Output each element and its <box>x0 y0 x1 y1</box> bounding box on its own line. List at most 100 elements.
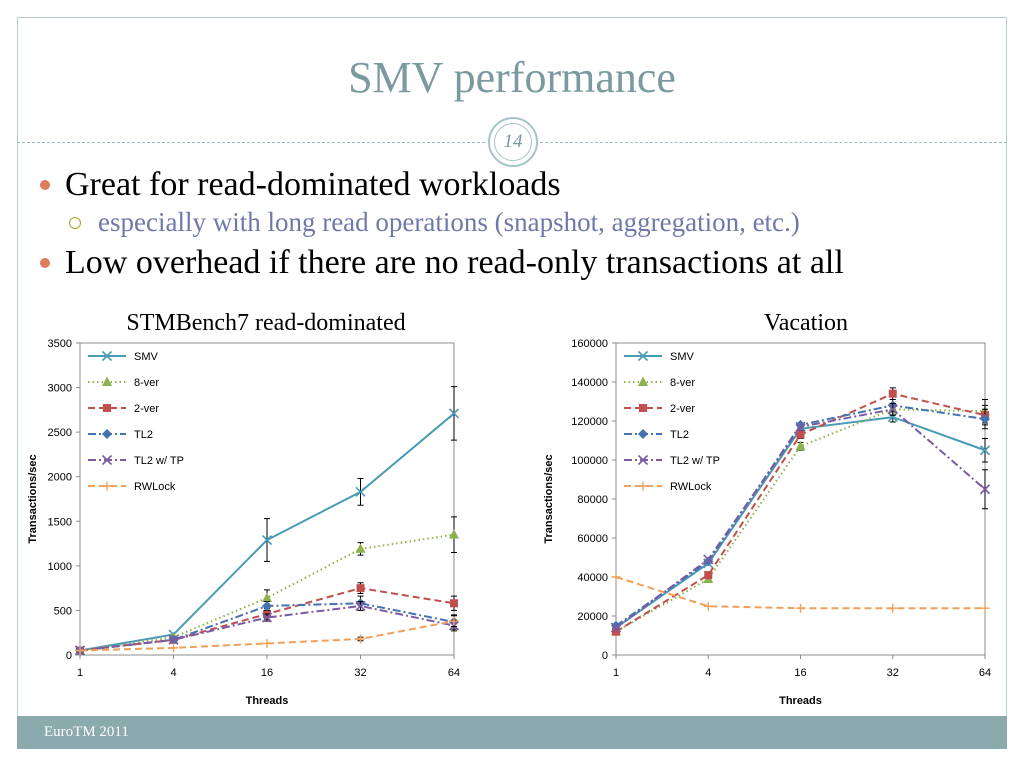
x-tick-label: 4 <box>705 667 711 679</box>
legend-label: 8-ver <box>134 377 159 389</box>
y-tick-label: 20000 <box>577 611 608 623</box>
slide-number: 14 <box>494 123 532 161</box>
data-point <box>262 592 272 602</box>
data-point <box>262 600 272 611</box>
x-tick-label: 4 <box>170 667 176 679</box>
legend-marker <box>102 481 112 491</box>
data-point <box>703 556 714 567</box>
legend-label: RWLock <box>670 481 712 493</box>
sub-bullet-1: especially with long read operations (sn… <box>69 207 800 238</box>
legend-marker <box>102 376 112 386</box>
x-tick-label: 32 <box>354 667 366 679</box>
legend-label: SMV <box>134 351 159 363</box>
y-tick-label: 1000 <box>48 561 72 573</box>
y-tick-label: 1500 <box>48 516 72 528</box>
y-tick-label: 60000 <box>577 533 608 545</box>
slide-number-badge: 14 <box>488 117 538 167</box>
bullet-dot-icon <box>40 180 50 190</box>
legend-item: SMV <box>624 350 695 363</box>
x-tick-label: 1 <box>613 667 619 679</box>
data-point <box>979 484 991 495</box>
legend-label: 2-ver <box>134 403 159 415</box>
data-point <box>449 616 459 626</box>
y-tick-label: 120000 <box>571 416 608 428</box>
data-point <box>261 612 273 623</box>
bullet-dot-icon <box>40 258 50 268</box>
bullet-2: Low overhead if there are no read-only t… <box>40 244 844 282</box>
x-axis-title: Threads <box>246 695 289 707</box>
sub-bullet-1-text: especially with long read operations (sn… <box>98 207 800 237</box>
legend-item: RWLock <box>88 481 176 493</box>
data-point <box>888 603 898 613</box>
data-point <box>796 603 805 613</box>
data-point <box>169 643 178 653</box>
data-point <box>355 543 366 553</box>
data-point <box>448 408 460 419</box>
legend-item: TL2 <box>624 429 689 441</box>
data-point <box>261 534 273 546</box>
series-RWLock <box>611 572 990 613</box>
legend-marker <box>637 350 649 362</box>
data-point <box>611 620 621 631</box>
y-tick-label: 40000 <box>577 572 608 584</box>
legend-label: TL2 w/ TP <box>134 455 184 467</box>
series-RWLock <box>75 615 459 656</box>
data-point <box>610 622 622 633</box>
bullet-1-text: Great for read-dominated workloads <box>65 166 561 203</box>
data-point <box>887 404 898 415</box>
data-point <box>355 486 366 497</box>
y-axis-title: Transactions/sec <box>543 454 555 543</box>
legend-label: TL2 w/ TP <box>670 455 720 467</box>
y-tick-label: 2500 <box>48 427 72 439</box>
data-point <box>355 600 366 612</box>
footer-text: EuroTM 2011 <box>44 724 129 740</box>
legend-item: TL2 w/ TP <box>88 454 184 467</box>
legend-marker <box>101 454 113 466</box>
chart-2-title: Vacation <box>764 310 848 336</box>
y-tick-label: 140000 <box>571 377 608 389</box>
legend-label: TL2 <box>134 429 153 441</box>
legend-marker <box>101 350 113 362</box>
y-tick-label: 80000 <box>577 494 608 506</box>
x-tick-label: 16 <box>794 667 806 679</box>
bullet-2-text: Low overhead if there are no read-only t… <box>65 244 844 281</box>
data-point <box>75 646 85 656</box>
data-point <box>704 571 713 580</box>
data-point <box>980 603 990 613</box>
data-point <box>703 554 714 565</box>
data-point <box>888 389 897 398</box>
legend-label: 8-ver <box>670 377 695 389</box>
data-point <box>795 419 806 430</box>
data-point <box>262 638 272 648</box>
legend-marker <box>102 429 112 439</box>
legend-marker <box>103 404 111 412</box>
data-point <box>356 634 365 644</box>
data-point <box>887 412 898 423</box>
bullet-1: Great for read-dominated workloads <box>40 166 561 204</box>
series-TL2 w/ TP <box>610 402 991 633</box>
chart-1-title: STMBench7 read-dominated <box>126 310 406 336</box>
legend-label: SMV <box>670 351 695 363</box>
data-point <box>449 529 459 539</box>
y-tick-label: 160000 <box>571 338 608 350</box>
series-line <box>615 576 985 610</box>
legend-label: TL2 <box>670 429 689 441</box>
legend-item: RWLock <box>624 481 712 493</box>
legend-marker <box>639 404 647 412</box>
x-tick-label: 16 <box>261 667 273 679</box>
chart-stmbench7: 0 500 1000 1500 2000 2500 3000 3500 1 4 16 32 64 Thre… <box>27 338 460 707</box>
x-axis-title: Threads <box>779 695 822 707</box>
data-point <box>796 430 805 439</box>
x-tick-label: 32 <box>887 667 899 679</box>
legend-label: RWLock <box>134 481 176 493</box>
data-point <box>168 634 179 645</box>
x-tick-label: 1 <box>77 667 83 679</box>
data-point <box>979 445 991 456</box>
y-tick-label: 3500 <box>48 338 72 350</box>
data-point <box>611 572 621 582</box>
series-line <box>79 604 455 652</box>
y-tick-label: 0 <box>602 650 608 662</box>
legend-item: SMV <box>88 350 159 363</box>
y-tick-label: 2000 <box>48 472 72 484</box>
data-point <box>612 627 620 636</box>
